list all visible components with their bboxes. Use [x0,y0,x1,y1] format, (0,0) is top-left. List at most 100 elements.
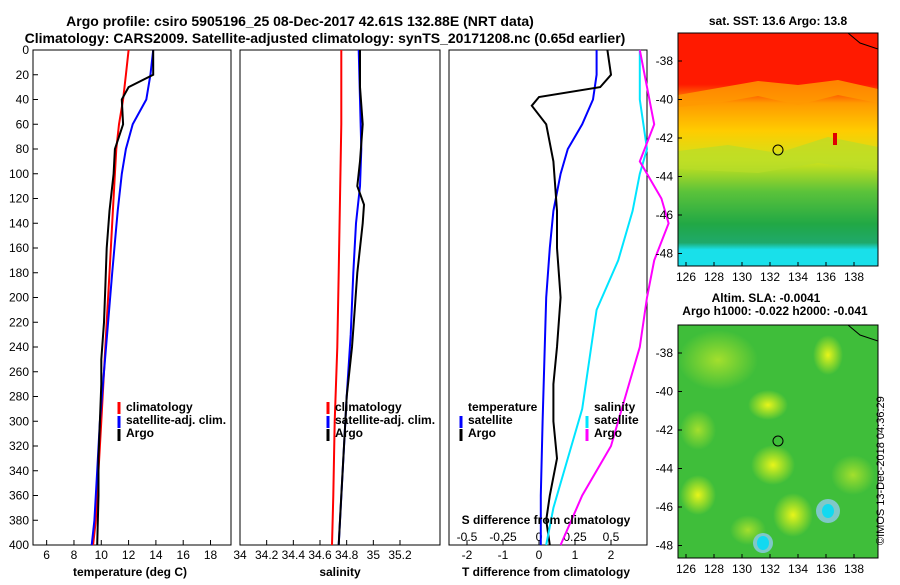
lon-tick-label: 136 [816,270,836,284]
x-tick-label: -2 [462,548,473,562]
lat-tick-label: -42 [656,131,674,145]
y-tick-label: 60 [16,117,30,131]
lon-tick-label: 132 [760,562,780,576]
legend-salinity-title: salinity [594,400,636,414]
y-tick-label: 0 [22,43,29,57]
y-tick-label: 240 [9,340,29,354]
x-tick-label: 10 [95,548,109,562]
sst-argo-marker [772,144,784,156]
y-tick-label: 100 [9,167,29,181]
y-tick-label: 380 [9,513,29,527]
temperature-legend: climatology satellite-adj. clim. Argo [117,400,226,441]
legend-satellite-s: satellite-adj. clim. [335,413,435,427]
legend-argo-s: Argo [335,426,363,440]
series-line-argo [337,50,366,546]
y-tick-label: 320 [9,439,29,453]
sla-map-title-2: Argo h1000: -0.022 h2000: -0.041 [682,304,868,318]
x-tick-label: 16 [177,548,191,562]
lat-tick-label: -40 [656,385,674,399]
lon-tick-label: 130 [732,270,752,284]
sla-argo-marker [772,435,784,447]
y-tick-label: 340 [9,464,29,478]
x-tick-label: 6 [43,548,50,562]
imos-timestamp: ©IMOS 13-Dec-2018 04:36:29 [875,396,887,545]
y-tick-label: 220 [9,315,29,329]
lat-tick-label: -44 [656,462,674,476]
sla-map-title-1: Altim. SLA: -0.0041 [712,291,821,305]
series-line-s-argo [559,49,670,546]
x-tick-label: 1 [572,548,579,562]
lat-tick-label: -48 [656,247,674,261]
x-tick-label: 34.4 [282,548,306,562]
legend-argo: Argo [126,426,154,440]
y-tick-label: 120 [9,192,29,206]
series-line-t-argo [530,49,613,546]
series-line-argo [96,50,155,546]
salinity-xlabel: salinity [319,565,361,579]
difference-legend: temperature salinity satellite Argo sate… [459,400,639,441]
temperature-xlabel: temperature (deg C) [73,565,187,579]
sst-map-title: sat. SST: 13.6 Argo: 13.8 [709,14,848,28]
y-tick-label: 200 [9,291,29,305]
y-tick-label: 20 [16,68,30,82]
x-tick-top-label: -0.25 [489,530,517,544]
y-tick-label: 400 [9,538,29,552]
x-tick-label: 34 [233,548,247,562]
legend-temperature-title: temperature [468,400,538,414]
x-tick-label: 34.8 [335,548,359,562]
lon-tick-label: 130 [732,562,752,576]
y-tick-label: 360 [9,489,29,503]
lat-tick-label: -44 [656,170,674,184]
legend-climatology: climatology [126,400,193,414]
y-tick-label: 140 [9,216,29,230]
legend-t-argo: Argo [468,426,496,440]
x-tick-label: 14 [149,548,163,562]
lat-tick-label: -38 [656,346,674,360]
y-tick-label: 300 [9,414,29,428]
x-tick-label: -1 [498,548,509,562]
lon-tick-label: 132 [760,270,780,284]
lat-tick-label: -46 [656,500,674,514]
lat-tick-label: -42 [656,423,674,437]
title-line-2: Climatology: CARS2009. Satellite-adjuste… [25,30,626,46]
lat-tick-label: -48 [656,539,674,553]
legend-s-satellite: satellite [594,413,639,427]
legend-t-satellite: satellite [468,413,513,427]
sst-map: sat. SST: 13.6 Argo: 13.8 [656,14,879,284]
lon-tick-label: 138 [844,270,864,284]
lon-tick-label: 128 [704,270,724,284]
lat-tick-label: -46 [656,208,674,222]
y-tick-label: 260 [9,365,29,379]
difference-xlabel-top: S difference from climatology [462,513,631,527]
y-tick-label: 160 [9,241,29,255]
legend-climatology-s: climatology [335,400,402,414]
salinity-legend: climatology satellite-adj. clim. Argo [326,400,435,441]
x-tick-label: 35 [367,548,381,562]
lon-tick-label: 128 [704,562,724,576]
x-tick-label: 18 [204,548,218,562]
lon-tick-label: 136 [816,562,836,576]
x-tick-top-label: -0.5 [457,530,478,544]
lat-tick-label: -40 [656,93,674,107]
x-tick-label: 35.2 [388,548,412,562]
y-tick-label: 80 [16,142,30,156]
difference-xlabel: T difference from climatology [462,565,630,579]
difference-panel: -2 -1 0 1 2 -0.5 -0.25 0 0.25 0.5 T difference fr… [448,49,670,579]
y-tick-label: 280 [9,390,29,404]
x-tick-label: 2 [608,548,615,562]
sla-map: Altim. SLA: -0.0041 Argo h1000: -0.022 h… [656,291,879,576]
series-line-t-satellite [539,50,598,545]
series-line-s-satellite [545,50,649,546]
lon-tick-label: 126 [676,562,696,576]
series-line-climatology [331,50,343,546]
legend-s-argo: Argo [594,426,622,440]
x-tick-top-label: 0 [536,530,543,544]
x-tick-label: 12 [122,548,136,562]
lon-tick-label: 126 [676,270,696,284]
temperature-panel: 0 20 40 60 80 100 120 140 160 180 200 220 240 260 280 3… [9,43,232,579]
title-line-1: Argo profile: csiro 5905196_25 08-Dec-20… [66,13,534,29]
lon-tick-label: 138 [844,562,864,576]
x-tick-top-label: 0.25 [563,530,587,544]
x-tick-label: 0 [536,548,543,562]
